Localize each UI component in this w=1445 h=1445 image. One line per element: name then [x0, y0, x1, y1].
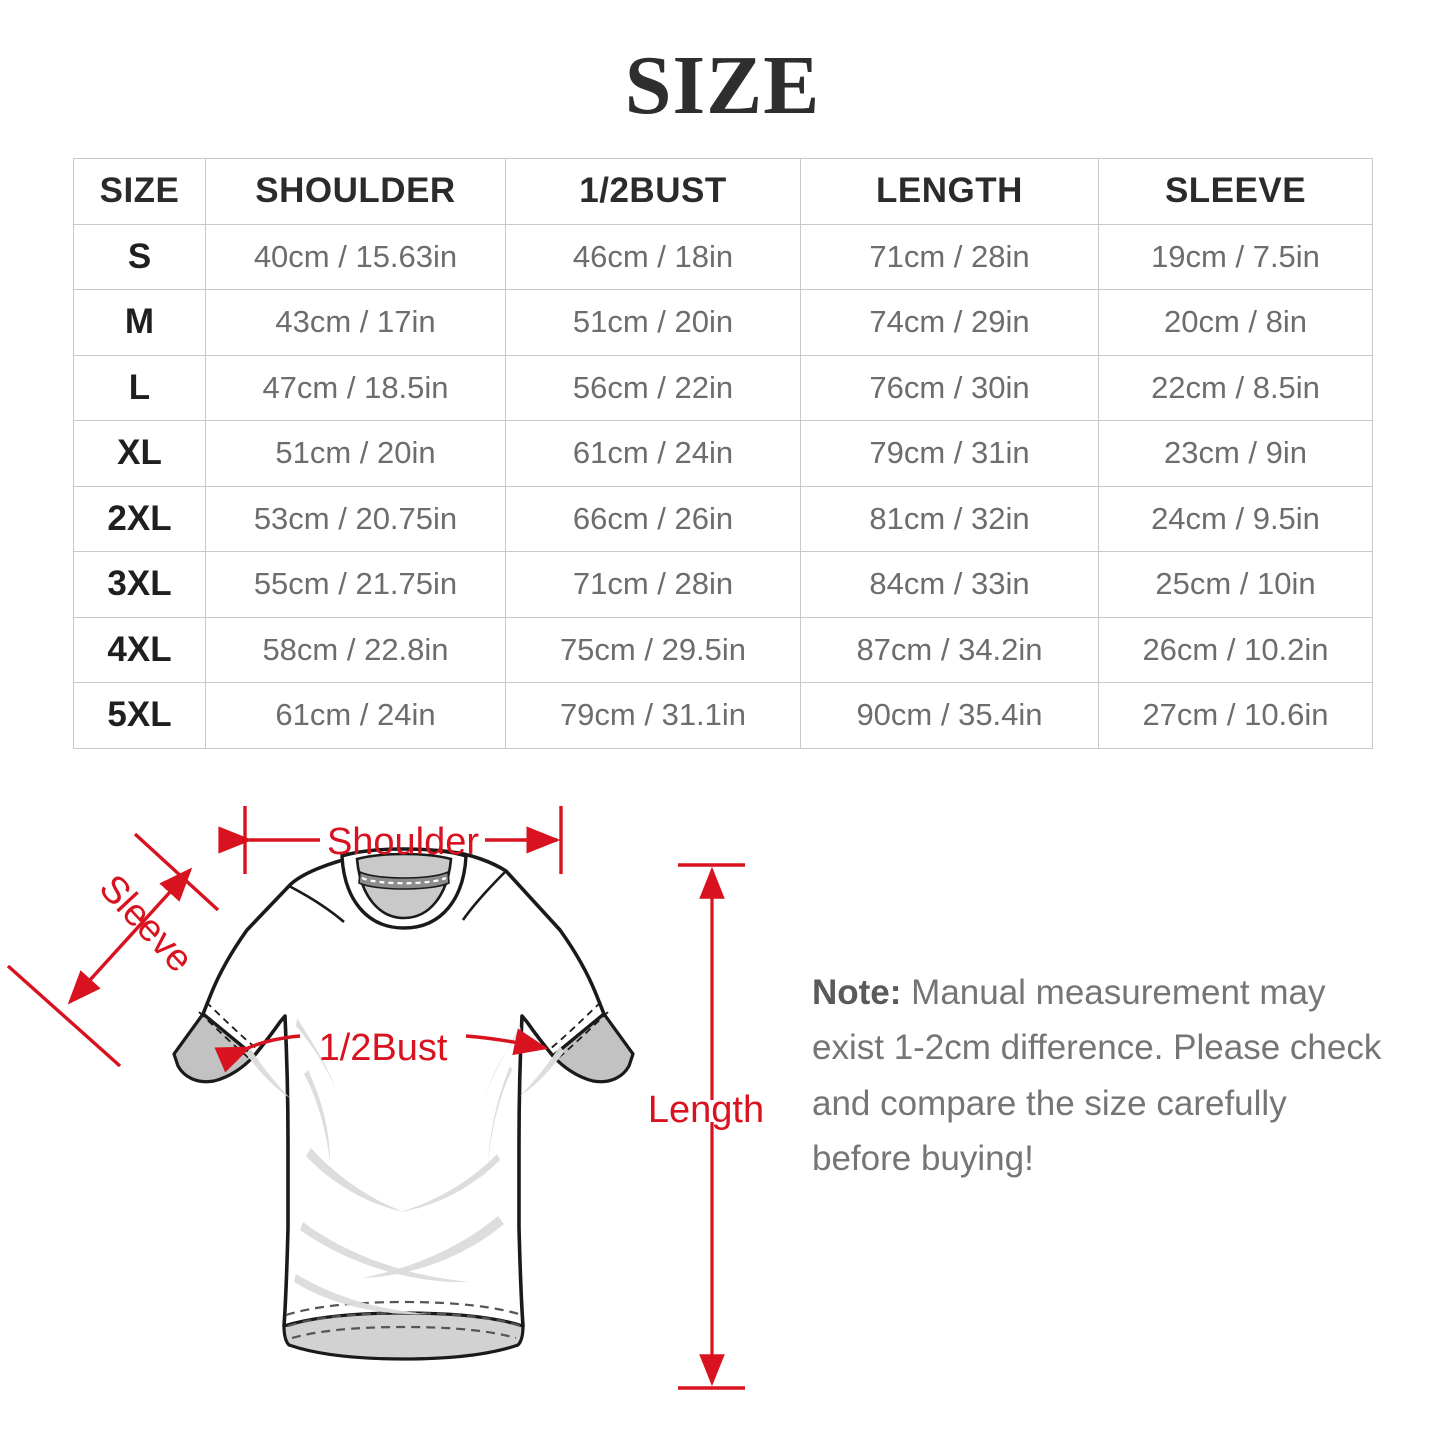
cell-bust: 71cm / 28in — [505, 551, 801, 618]
page-title: SIZE — [624, 39, 821, 132]
label-bust: 1/2Bust — [319, 1027, 448, 1069]
cell-size: M — [73, 289, 206, 356]
cell-bust: 51cm / 20in — [505, 289, 801, 356]
cell-size: L — [73, 354, 206, 421]
cell-bust: 75cm / 29.5in — [505, 616, 801, 683]
table-row: XL 51cm / 20in 61cm / 24in 79cm / 31in 23cm … — [73, 420, 1373, 487]
cell-shoulder: 40cm / 15.63in — [205, 223, 506, 290]
cell-bust: 61cm / 24in — [505, 420, 801, 487]
column-header-bust: 1/2BUST — [505, 158, 801, 225]
table-row: 2XL 53cm / 20.75in 66cm / 26in 81cm / 32in 2… — [73, 485, 1373, 552]
collar-band — [358, 870, 450, 890]
table-row: M 43cm / 17in 51cm / 20in 74cm / 29in 20cm /… — [73, 289, 1373, 356]
sleeve-tick-lower — [6, 964, 122, 1068]
cell-shoulder: 53cm / 20.75in — [205, 485, 506, 552]
measurement-annotations — [6, 806, 745, 1390]
cell-bust: 66cm / 26in — [505, 485, 801, 552]
cell-sleeve: 27cm / 10.6in — [1098, 682, 1373, 749]
cell-shoulder: 47cm / 18.5in — [205, 354, 506, 421]
label-length: Length — [648, 1089, 764, 1131]
bust-arrow-right — [465, 1028, 549, 1056]
table-row: 5XL 61cm / 24in 79cm / 31.1in 90cm / 35.4in… — [73, 682, 1373, 749]
cell-length: 76cm / 30in — [800, 354, 1099, 421]
cell-shoulder: 51cm / 20in — [205, 420, 506, 487]
sleeve-arrow — [67, 867, 193, 1005]
size-chart-table-container: SIZE SHOULDER 1/2BUST LENGTH SLEEVE S 40c… — [73, 158, 1373, 749]
label-shoulder: Shoulder — [327, 821, 479, 863]
cell-size: 3XL — [73, 551, 206, 618]
table-body: S 40cm / 15.63in 46cm / 18in 71cm / 28in 19c… — [73, 223, 1373, 749]
cell-bust: 46cm / 18in — [505, 223, 801, 290]
cell-sleeve: 24cm / 9.5in — [1098, 485, 1373, 552]
column-header-sleeve: SLEEVE — [1098, 158, 1373, 225]
cell-size: 4XL — [73, 616, 206, 683]
cell-length: 84cm / 33in — [800, 551, 1099, 618]
cell-length: 87cm / 34.2in — [800, 616, 1099, 683]
cell-shoulder: 43cm / 17in — [205, 289, 506, 356]
cell-sleeve: 23cm / 9in — [1098, 420, 1373, 487]
column-header-length: LENGTH — [800, 158, 1099, 225]
table-row: L 47cm / 18.5in 56cm / 22in 76cm / 30in 22cm… — [73, 354, 1373, 421]
label-sleeve: Sleeve — [91, 867, 201, 981]
column-header-shoulder: SHOULDER — [205, 158, 506, 225]
cell-shoulder: 55cm / 21.75in — [205, 551, 506, 618]
cell-size: S — [73, 223, 206, 290]
measurement-note: Note: Manual measurement may exist 1-2cm… — [812, 965, 1382, 1186]
column-header-size: SIZE — [73, 158, 206, 225]
shoulder-seam-left — [288, 884, 345, 923]
table-row: 4XL 58cm / 22.8in 75cm / 29.5in 87cm / 34.2… — [73, 616, 1373, 683]
cell-bust: 79cm / 31.1in — [505, 682, 801, 749]
cell-sleeve: 22cm / 8.5in — [1098, 354, 1373, 421]
cell-size: 2XL — [73, 485, 206, 552]
cell-size: 5XL — [73, 682, 206, 749]
bust-arrow-left — [214, 1034, 301, 1073]
note-label: Note: — [812, 973, 902, 1012]
cell-sleeve: 26cm / 10.2in — [1098, 616, 1373, 683]
cell-sleeve: 20cm / 8in — [1098, 289, 1373, 356]
cell-size: XL — [73, 420, 206, 487]
tshirt-measurement-diagram: Shoulder Sleeve 1/2Bust Length — [0, 770, 800, 1430]
cell-length: 79cm / 31in — [800, 420, 1099, 487]
cell-sleeve: 19cm / 7.5in — [1098, 223, 1373, 290]
cell-length: 74cm / 29in — [800, 289, 1099, 356]
cell-sleeve: 25cm / 10in — [1098, 551, 1373, 618]
note-text: Manual measurement may exist 1-2cm diffe… — [812, 973, 1382, 1178]
table-header-row: SIZE SHOULDER 1/2BUST LENGTH SLEEVE — [73, 158, 1373, 225]
cell-bust: 56cm / 22in — [505, 354, 801, 421]
cell-shoulder: 61cm / 24in — [205, 682, 506, 749]
tshirt-illustration — [172, 847, 635, 1361]
sleeve-cuff-right — [549, 1001, 635, 1084]
cell-length: 81cm / 32in — [800, 485, 1099, 552]
size-chart-table: SIZE SHOULDER 1/2BUST LENGTH SLEEVE S 40c… — [73, 158, 1373, 749]
cell-shoulder: 58cm / 22.8in — [205, 616, 506, 683]
table-row: 3XL 55cm / 21.75in 71cm / 28in 84cm / 33in 2… — [73, 551, 1373, 618]
cell-length: 71cm / 28in — [800, 223, 1099, 290]
table-row: S 40cm / 15.63in 46cm / 18in 71cm / 28in 19c… — [73, 223, 1373, 290]
shoulder-seam-right — [461, 870, 507, 921]
cell-length: 90cm / 35.4in — [800, 682, 1099, 749]
